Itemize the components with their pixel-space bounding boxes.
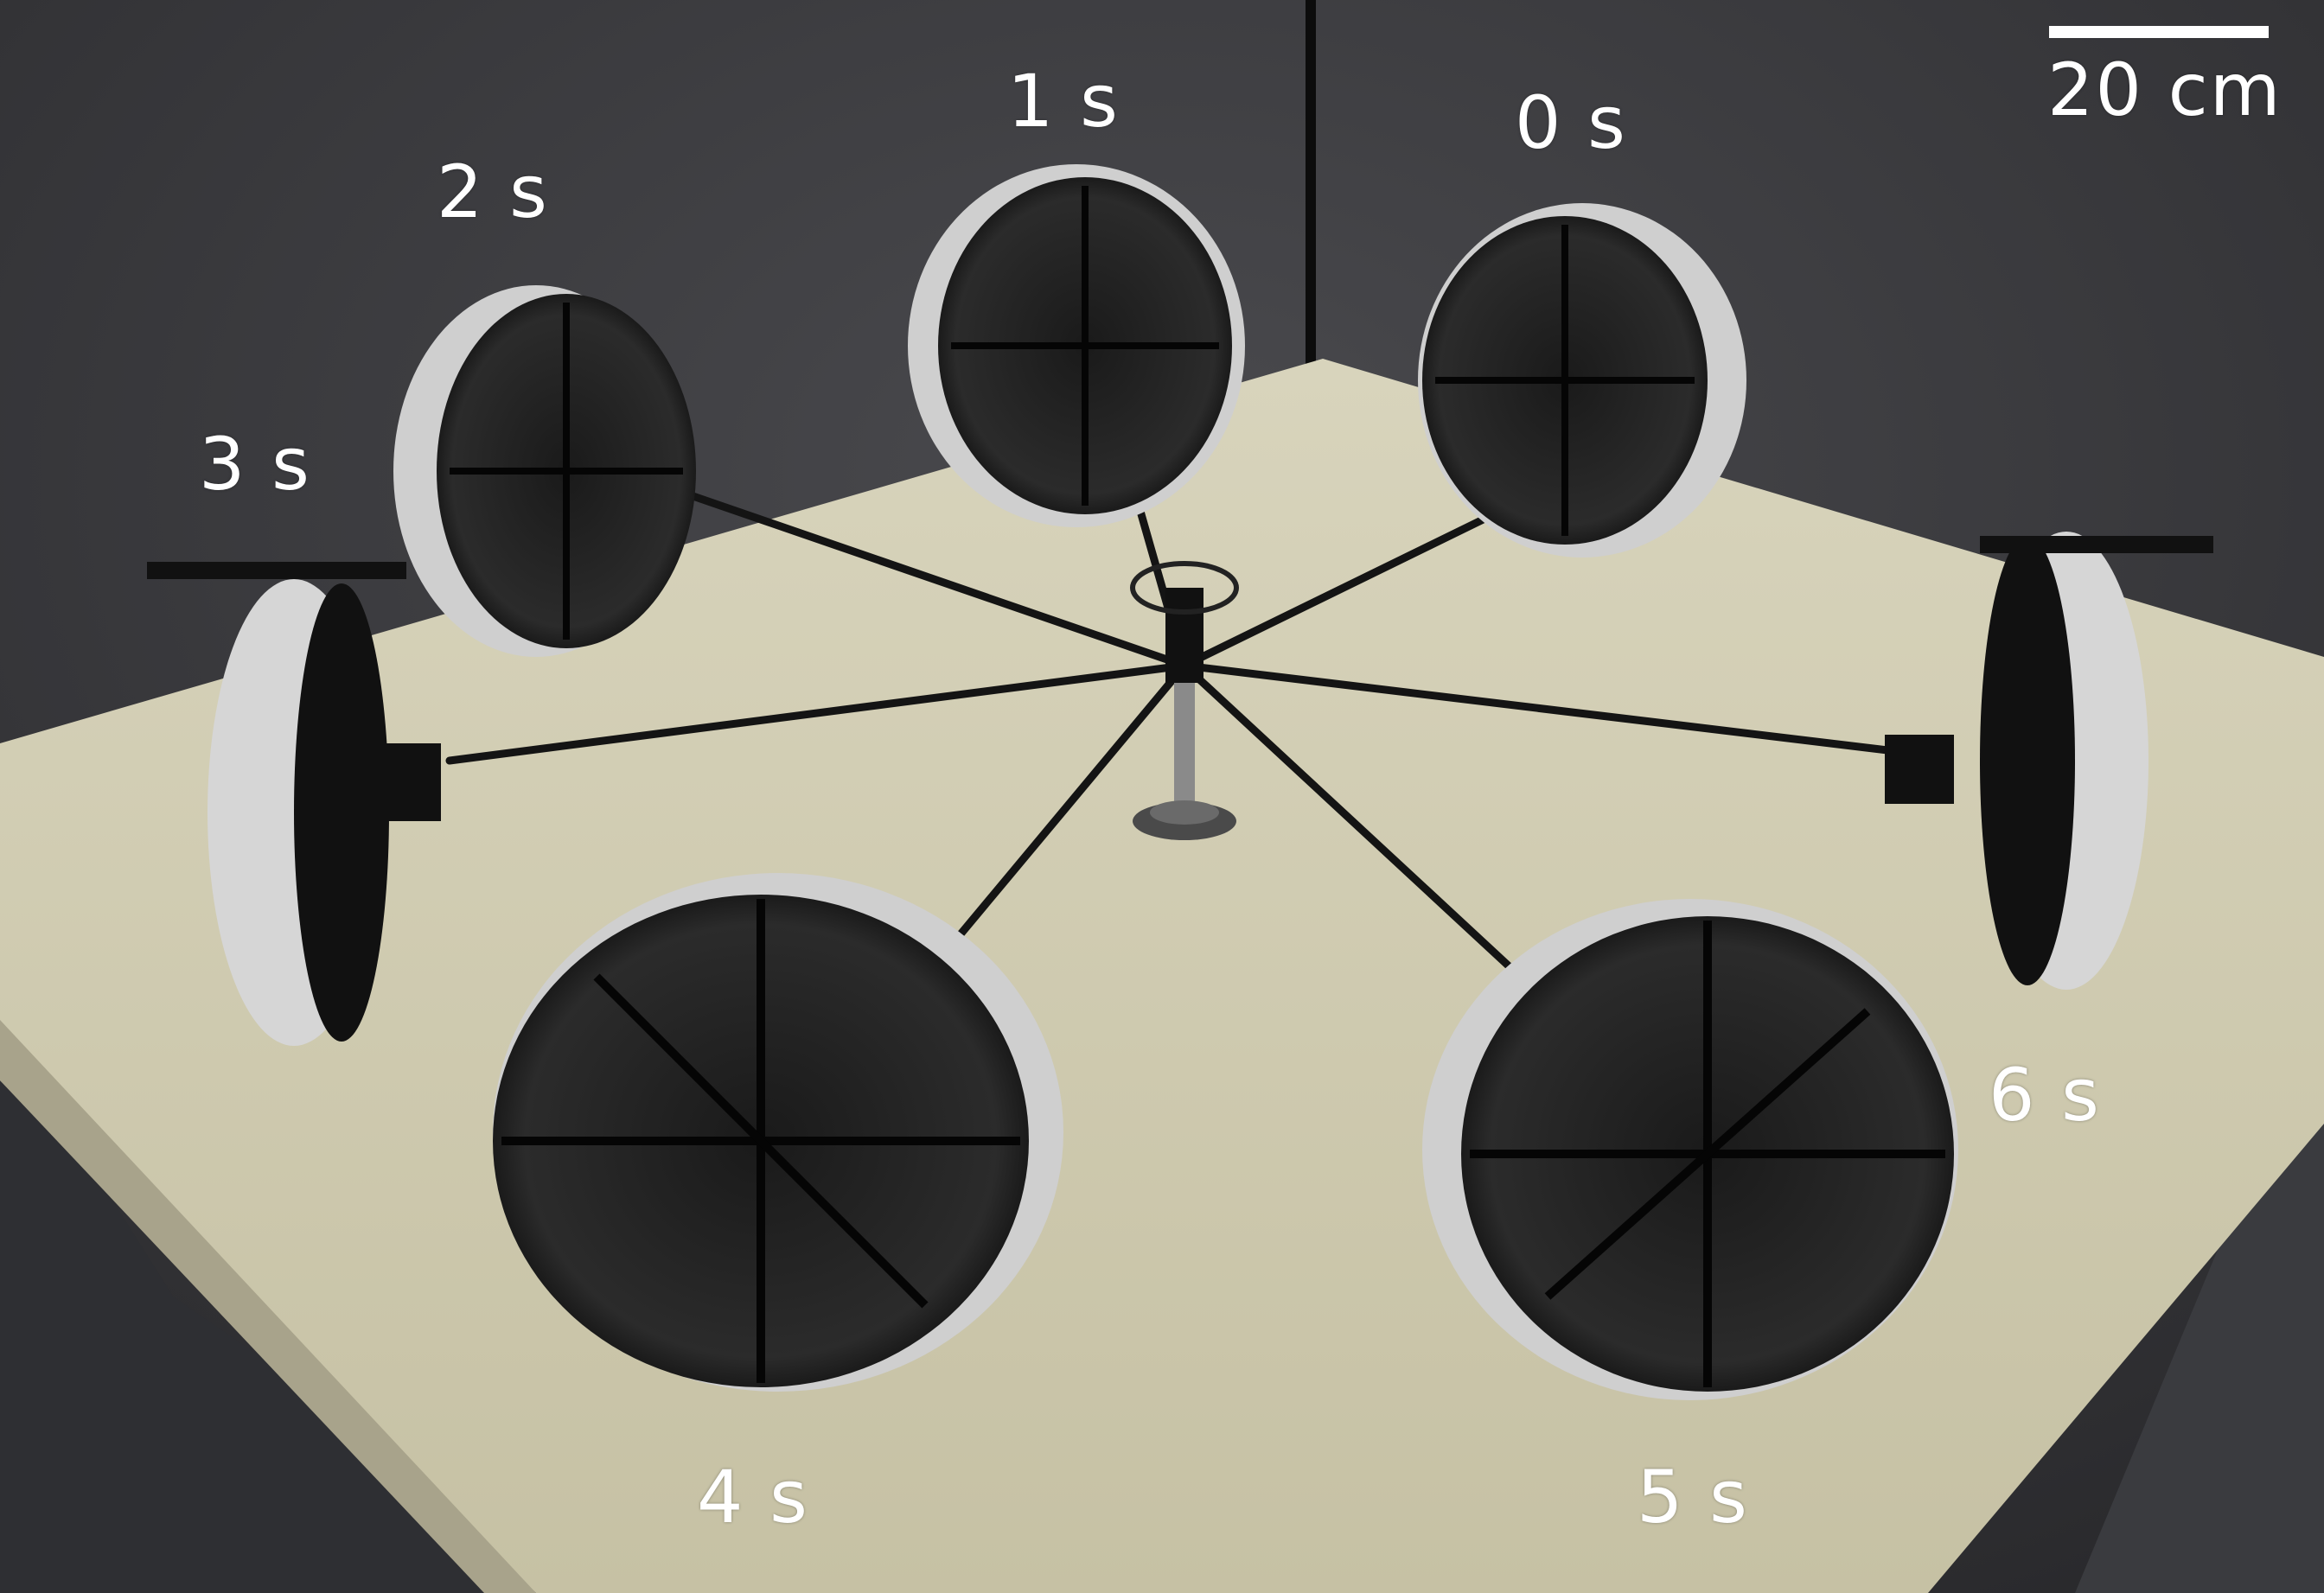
scale-bar [2049,26,2269,38]
scale-bar-label: 20 cm [2047,48,2282,132]
light-stand [1306,0,1316,372]
time-label-2s: 2 s [437,150,549,234]
wheel-1s [908,164,1245,527]
wheel-0s [1418,203,1746,558]
center-hub [1130,561,1239,840]
wheel-5s [1422,899,1958,1400]
floor-shadow [0,1020,605,1593]
platform-edge [0,1020,536,1593]
time-label-3s: 3 s [199,422,311,507]
wheel-3s [147,562,441,1046]
time-label-5s: 5 s [1637,1455,1749,1539]
wheel-6s [1885,532,2213,990]
time-label-4s: 4 s [697,1455,809,1539]
time-label-1s: 1 s [1007,59,1120,143]
time-label-6s: 6 s [1989,1053,2101,1137]
robot-arms [445,462,1906,998]
wheel-2s [393,285,696,657]
wheel-4s [493,873,1063,1392]
time-label-0s: 0 s [1515,80,1627,165]
